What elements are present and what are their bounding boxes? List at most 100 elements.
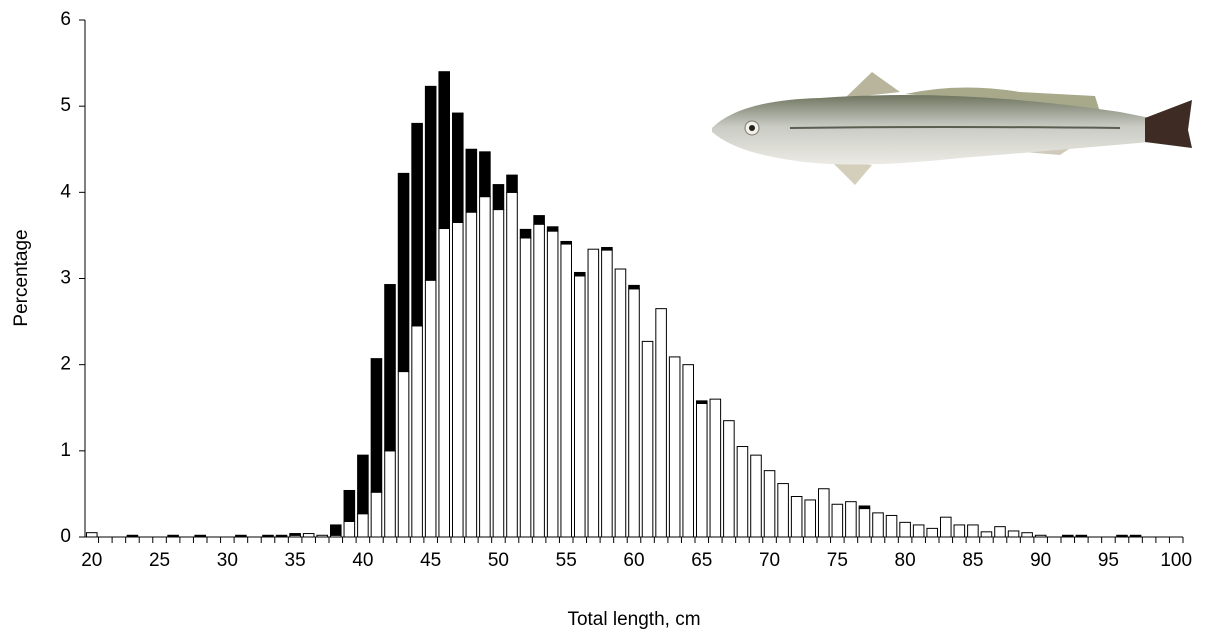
bar bbox=[384, 284, 396, 452]
bar bbox=[587, 248, 600, 538]
bar bbox=[858, 505, 871, 510]
bar bbox=[885, 514, 898, 538]
bar bbox=[424, 279, 437, 538]
x-tick-label: 95 bbox=[1098, 550, 1119, 571]
bar bbox=[1021, 532, 1033, 538]
x-tick-label: 25 bbox=[149, 550, 170, 571]
bar bbox=[912, 524, 925, 538]
bar bbox=[980, 531, 993, 538]
bar bbox=[939, 516, 952, 538]
bar bbox=[302, 533, 315, 538]
x-tick-label: 35 bbox=[285, 550, 306, 571]
bar bbox=[560, 243, 573, 538]
x-tick-label: 100 bbox=[1160, 550, 1192, 571]
bar bbox=[750, 454, 762, 538]
bar bbox=[451, 221, 464, 538]
bar bbox=[573, 271, 586, 277]
x-axis-title: Total length, cm bbox=[567, 609, 700, 630]
bar bbox=[641, 340, 654, 538]
bar bbox=[695, 400, 708, 404]
y-tick-label: 5 bbox=[60, 95, 71, 116]
y-tick-label: 0 bbox=[60, 526, 71, 547]
y-axis-title: Percentage bbox=[11, 229, 32, 326]
bar bbox=[872, 512, 884, 538]
bar bbox=[506, 191, 518, 538]
bar bbox=[438, 228, 451, 538]
bar bbox=[357, 454, 369, 515]
bar bbox=[736, 446, 749, 538]
x-tick-label: 45 bbox=[420, 550, 441, 571]
bar bbox=[601, 246, 613, 251]
x-tick-label: 60 bbox=[623, 550, 644, 571]
bar bbox=[329, 524, 342, 536]
bar bbox=[560, 240, 573, 245]
bar bbox=[357, 513, 369, 538]
bar bbox=[655, 308, 667, 538]
bar bbox=[479, 196, 491, 538]
bar bbox=[533, 223, 545, 538]
bar bbox=[899, 521, 911, 538]
bar bbox=[451, 112, 464, 223]
bar bbox=[858, 508, 871, 538]
bar bbox=[668, 356, 681, 538]
bar bbox=[533, 215, 545, 225]
bar bbox=[235, 534, 247, 538]
bar bbox=[316, 534, 329, 538]
x-tick-label: 75 bbox=[827, 550, 848, 571]
bar bbox=[695, 402, 708, 538]
bar bbox=[967, 524, 979, 538]
bar bbox=[790, 496, 803, 538]
bar bbox=[411, 122, 423, 327]
bar bbox=[628, 284, 640, 290]
bar bbox=[953, 524, 966, 538]
bar bbox=[126, 534, 139, 538]
bar bbox=[817, 488, 830, 538]
bar bbox=[424, 85, 437, 281]
bar bbox=[1007, 530, 1020, 538]
bar bbox=[465, 148, 478, 213]
x-tick-label: 20 bbox=[81, 550, 102, 571]
bar bbox=[519, 237, 532, 538]
bar bbox=[465, 211, 478, 538]
bar bbox=[519, 228, 532, 239]
bar bbox=[492, 184, 505, 211]
bar bbox=[289, 533, 301, 536]
y-tick-label: 2 bbox=[60, 354, 71, 375]
bar bbox=[397, 371, 410, 538]
y-tick-label: 1 bbox=[60, 440, 71, 461]
x-tick-label: 85 bbox=[962, 550, 983, 571]
bar bbox=[845, 501, 857, 538]
x-tick-label: 30 bbox=[217, 550, 238, 571]
bar bbox=[546, 230, 559, 538]
bar bbox=[384, 450, 396, 538]
bar bbox=[723, 420, 735, 538]
bar bbox=[411, 325, 423, 538]
bar bbox=[370, 358, 383, 493]
bar bbox=[343, 489, 356, 522]
bar bbox=[275, 534, 288, 538]
bar bbox=[804, 499, 817, 538]
bar bbox=[994, 526, 1006, 538]
bar bbox=[506, 174, 518, 193]
x-tick-label: 55 bbox=[556, 550, 577, 571]
bar bbox=[85, 532, 98, 538]
bar bbox=[682, 364, 695, 538]
bar bbox=[479, 151, 491, 198]
bar bbox=[343, 520, 356, 538]
x-tick-label: 80 bbox=[895, 550, 916, 571]
bar bbox=[763, 470, 776, 538]
bar bbox=[831, 503, 844, 538]
bar bbox=[573, 275, 586, 538]
y-tick-label: 3 bbox=[60, 268, 71, 289]
bar bbox=[1075, 534, 1088, 538]
bar bbox=[167, 534, 179, 538]
bar bbox=[546, 226, 559, 232]
bar bbox=[397, 172, 410, 373]
bar bbox=[492, 209, 505, 538]
bar bbox=[628, 288, 640, 538]
x-tick-label: 70 bbox=[759, 550, 780, 571]
y-tick-label: 6 bbox=[60, 9, 71, 30]
bar bbox=[1061, 534, 1074, 538]
bar bbox=[438, 71, 451, 230]
